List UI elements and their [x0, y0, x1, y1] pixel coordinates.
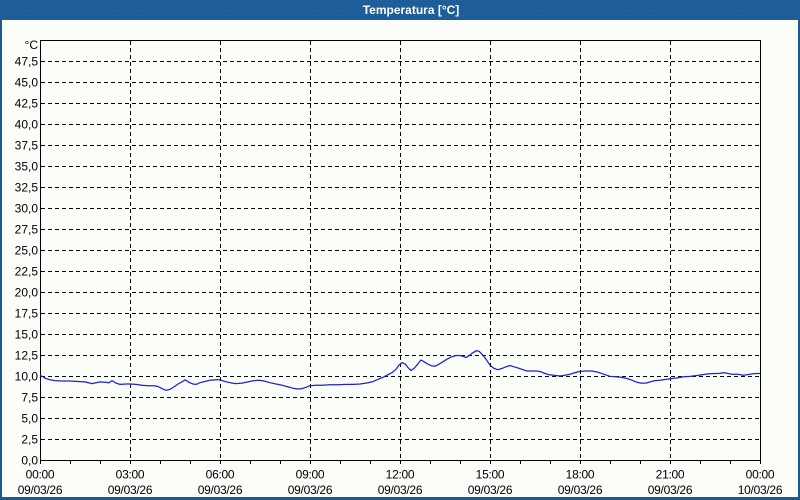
svg-text:12:00: 12:00 [386, 468, 415, 482]
svg-text:20,0: 20,0 [15, 286, 39, 300]
svg-text:00:00: 00:00 [26, 468, 55, 482]
svg-text:09/03/26: 09/03/26 [288, 483, 333, 497]
svg-text:18:00: 18:00 [566, 468, 595, 482]
svg-text:47,5: 47,5 [15, 55, 39, 69]
svg-text:42,5: 42,5 [15, 97, 39, 111]
svg-text:09/03/26: 09/03/26 [468, 483, 513, 497]
svg-text:2,5: 2,5 [21, 433, 38, 447]
svg-text:09/03/26: 09/03/26 [198, 483, 243, 497]
svg-text:7,5: 7,5 [21, 391, 38, 405]
svg-text:09/03/26: 09/03/26 [18, 483, 63, 497]
svg-text:32,5: 32,5 [15, 181, 39, 195]
svg-text:09/03/26: 09/03/26 [378, 483, 423, 497]
svg-text:03:00: 03:00 [116, 468, 145, 482]
svg-text:10/03/26: 10/03/26 [738, 483, 783, 497]
svg-text:35,0: 35,0 [15, 160, 39, 174]
svg-text:30,0: 30,0 [15, 202, 39, 216]
svg-text:5,0: 5,0 [21, 412, 38, 426]
svg-text:09/03/26: 09/03/26 [108, 483, 153, 497]
svg-text:22,5: 22,5 [15, 265, 39, 279]
svg-text:09:00: 09:00 [296, 468, 325, 482]
svg-text:12,5: 12,5 [15, 349, 39, 363]
svg-text:15,0: 15,0 [15, 328, 39, 342]
svg-text:06:00: 06:00 [206, 468, 235, 482]
svg-text:37,5: 37,5 [15, 139, 39, 153]
svg-text:15:00: 15:00 [476, 468, 505, 482]
svg-text:45,0: 45,0 [15, 76, 39, 90]
svg-text:09/03/26: 09/03/26 [648, 483, 693, 497]
svg-text:0,0: 0,0 [21, 454, 38, 468]
svg-text:25,0: 25,0 [15, 244, 39, 258]
svg-text:40,0: 40,0 [15, 118, 39, 132]
svg-text:27,5: 27,5 [15, 223, 39, 237]
svg-text:°C: °C [25, 38, 39, 52]
svg-text:09/03/26: 09/03/26 [558, 483, 603, 497]
svg-text:10,0: 10,0 [15, 370, 39, 384]
svg-text:21:00: 21:00 [656, 468, 685, 482]
svg-text:00:00: 00:00 [746, 468, 775, 482]
svg-text:17,5: 17,5 [15, 307, 39, 321]
